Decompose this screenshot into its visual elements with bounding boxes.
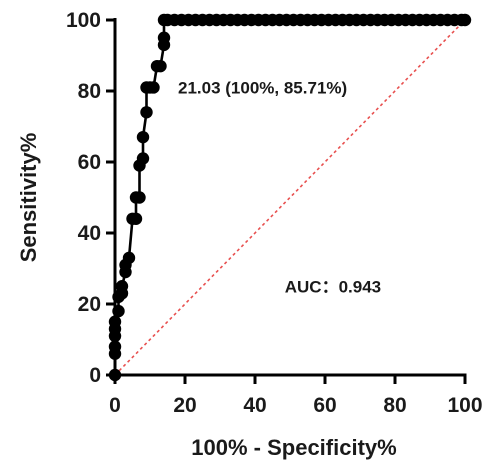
- y-tick-label: 80: [78, 80, 101, 103]
- roc-point: [157, 31, 171, 44]
- x-axis-title: 100% - Specificity%: [191, 435, 396, 460]
- roc-point: [136, 152, 150, 165]
- roc-point: [129, 212, 143, 225]
- roc-point: [154, 59, 167, 73]
- roc-point: [458, 13, 472, 27]
- x-tick-label: 80: [383, 394, 406, 417]
- y-tick-label: 60: [78, 151, 101, 174]
- y-tick-label: 40: [78, 222, 101, 245]
- roc-point: [122, 251, 136, 265]
- roc-point: [140, 106, 153, 119]
- axes: 0 20 40 60 80 100 0 20 40 60 80 100: [66, 9, 483, 417]
- y-tick-label: 100: [66, 9, 101, 32]
- x-tick-label: 40: [243, 394, 266, 417]
- y-tick-label: 20: [78, 293, 101, 316]
- roc-point: [133, 191, 146, 204]
- x-tick-label: 0: [109, 394, 121, 417]
- y-tick-label: 0: [89, 364, 101, 387]
- auc-annotation: AUC：0.943: [285, 277, 381, 296]
- cutoff-annotation: 21.03 (100%, 85.71%): [178, 78, 347, 97]
- roc-point: [147, 81, 160, 94]
- x-tick-label: 20: [173, 394, 196, 417]
- plot-area: [108, 13, 472, 382]
- roc-point: [115, 280, 129, 293]
- roc-point: [136, 130, 150, 144]
- x-tick-label: 60: [313, 394, 336, 417]
- y-axis-title: Sensitivity%: [16, 133, 41, 263]
- reference-line: [114, 19, 466, 376]
- x-tick-label: 100: [447, 394, 482, 417]
